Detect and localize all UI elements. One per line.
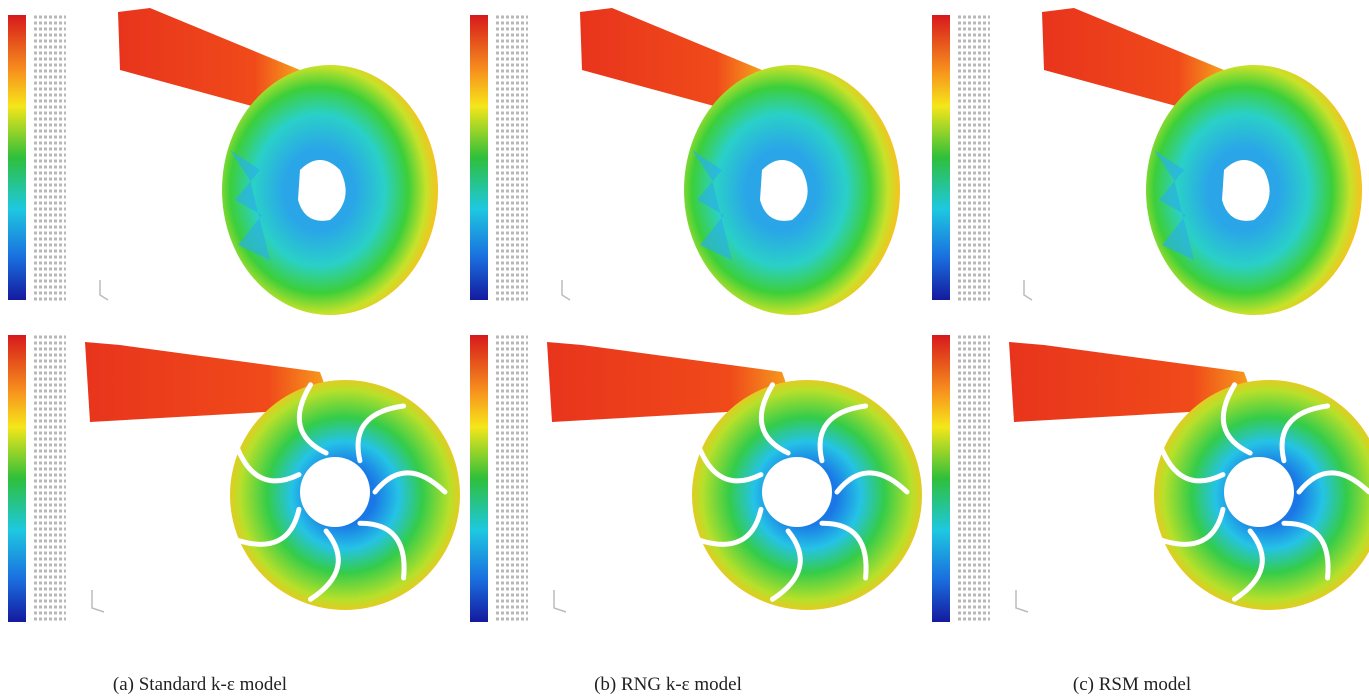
- figure: (a) Standard k-ε model (b) RNG k-ε model…: [0, 0, 1369, 698]
- caption: (b) RNG k-ε model: [594, 674, 742, 695]
- caption: (a) Standard k-ε model: [113, 674, 287, 695]
- axis-glyph: [1024, 280, 1032, 300]
- panel-column: [8, 8, 460, 622]
- axis-glyph: [554, 590, 566, 612]
- volute-contour: [118, 8, 438, 315]
- axis-glyph: [562, 280, 570, 300]
- colorbar: [932, 15, 950, 300]
- colorbar: [470, 335, 488, 622]
- volute-contour: [580, 8, 900, 315]
- colorbar: [8, 15, 26, 300]
- colorbar: [8, 335, 26, 622]
- axis-glyph: [92, 590, 104, 612]
- colorbar: [470, 15, 488, 300]
- volute-contour: [1042, 8, 1362, 315]
- axis-glyph: [1016, 590, 1028, 612]
- colorbar: [932, 335, 950, 622]
- panel-column: [932, 8, 1369, 622]
- panels: [8, 8, 1369, 622]
- panel-column: [470, 8, 922, 622]
- caption: (c) RSM model: [1073, 674, 1191, 695]
- axis-glyph: [100, 280, 108, 300]
- page: {"captions": ["(a) Standard k-ε model", …: [0, 0, 1369, 698]
